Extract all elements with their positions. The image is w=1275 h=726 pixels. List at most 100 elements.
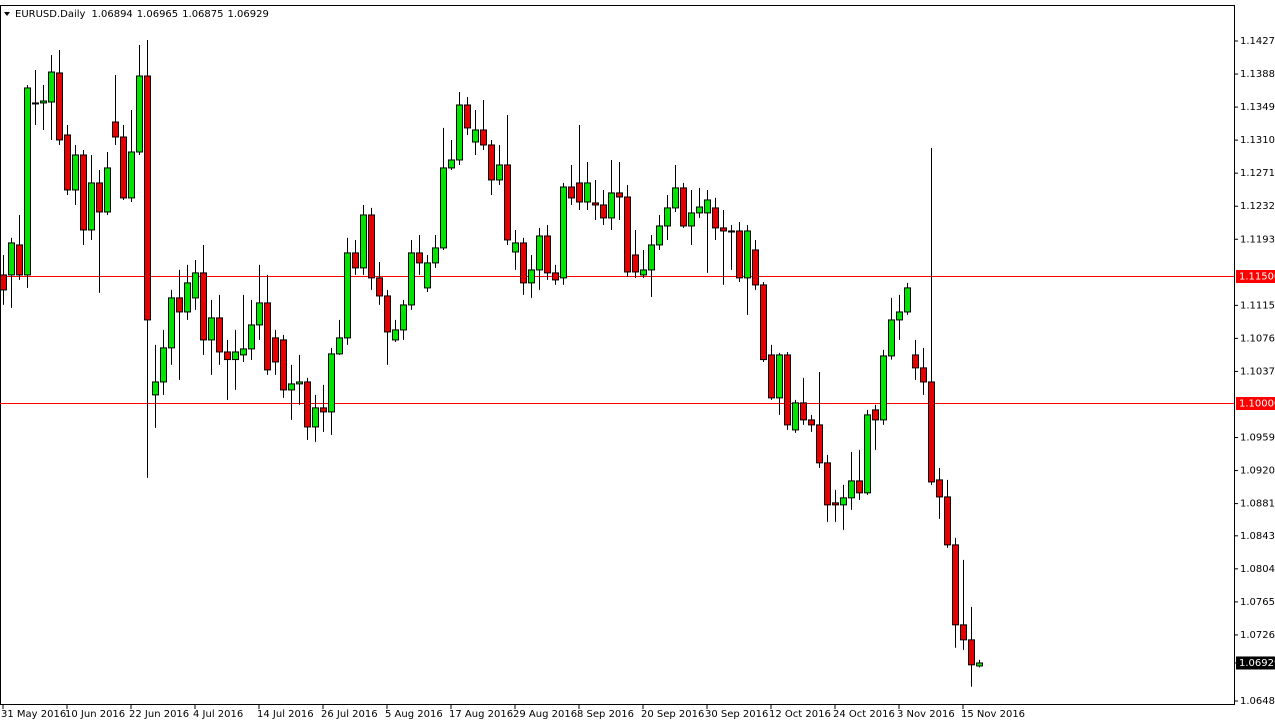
x-tick-label: 29 Aug 2016 <box>513 709 577 720</box>
x-tick-label: 31 May 2016 <box>1 709 66 720</box>
y-tick-label: 1.07650 <box>1240 597 1275 608</box>
candle-body <box>360 214 367 269</box>
candle-body <box>688 212 695 227</box>
menu-arrow <box>4 12 10 16</box>
candle-body <box>512 242 519 253</box>
candle-body <box>504 164 511 241</box>
y-tick-label: 1.12320 <box>1240 201 1275 212</box>
candle-body <box>816 424 823 464</box>
candle-body <box>384 295 391 333</box>
candle-body <box>72 154 79 191</box>
candle-body <box>528 269 535 284</box>
candle-body <box>328 353 335 413</box>
y-tick-label: 1.06480 <box>1240 696 1275 707</box>
candle-body <box>152 381 159 396</box>
candle-body <box>576 182 583 203</box>
y-tick-label: 1.10760 <box>1240 333 1275 344</box>
x-tick-label: 12 Oct 2016 <box>769 709 831 720</box>
ohlc-low: 1.06875 <box>182 9 223 20</box>
candle-body <box>16 244 23 276</box>
candle-body <box>840 497 847 506</box>
candle-body <box>104 167 111 213</box>
candle-body <box>728 230 735 233</box>
candle-body <box>696 206 703 214</box>
candle-body <box>392 329 399 341</box>
x-tick-label: 5 Aug 2016 <box>385 709 443 720</box>
candle-body <box>280 339 287 391</box>
candle-body <box>208 317 215 341</box>
x-tick-label: 30 Sep 2016 <box>705 709 768 720</box>
y-tick-label: 1.14270 <box>1240 36 1275 47</box>
price-label-box <box>1236 397 1275 410</box>
candle-body <box>240 348 247 356</box>
candle-body <box>200 272 207 341</box>
candle-body <box>112 121 119 138</box>
candle-body <box>48 71 55 103</box>
candle-body <box>776 354 783 399</box>
candle-body <box>608 192 615 219</box>
plot-frame <box>0 5 1235 705</box>
x-tick-label: 15 Nov 2016 <box>961 709 1025 720</box>
candle-body <box>592 202 599 206</box>
candle-body <box>288 383 295 391</box>
candle-body <box>888 319 895 357</box>
candle-body <box>248 324 255 350</box>
candle-body <box>168 297 175 349</box>
candle-body <box>88 182 95 231</box>
candle-body <box>960 624 967 641</box>
candle-body <box>192 272 199 299</box>
chart-header: EURUSD.Daily 1.06894 1.06965 1.06875 1.06929 <box>15 9 269 20</box>
candle-body <box>400 304 407 331</box>
candle-body <box>336 337 343 355</box>
ohlc-close: 1.06929 <box>228 9 269 20</box>
candle-body <box>424 262 431 289</box>
candle-body <box>968 639 975 666</box>
candle-body <box>904 287 911 313</box>
candle-body <box>784 354 791 426</box>
candle-body <box>648 244 655 271</box>
candle-body <box>552 272 559 281</box>
y-tick-label: 1.11930 <box>1240 234 1275 245</box>
price-label: 1.10000 <box>1239 399 1275 410</box>
candle-body <box>792 402 799 431</box>
y-tick-label: 1.12710 <box>1240 168 1275 179</box>
candle-body <box>40 100 47 104</box>
candle-body <box>720 227 727 232</box>
candle-body <box>8 242 15 276</box>
candle-body <box>936 479 943 498</box>
candle-body <box>80 154 87 231</box>
candle-body <box>664 207 671 227</box>
candle-body <box>176 297 183 313</box>
last-price-label: 1.06929 <box>1239 658 1275 669</box>
candle-body <box>480 129 487 146</box>
candle-body <box>832 502 839 506</box>
ohlc-open: 1.06894 <box>91 9 132 20</box>
candle-body <box>160 347 167 383</box>
candle-body <box>680 187 687 227</box>
candle-body <box>472 129 479 143</box>
x-tick-label: 4 Jul 2016 <box>193 709 243 720</box>
candle-body <box>616 192 623 198</box>
y-tick-label: 1.09200 <box>1240 466 1275 477</box>
y-tick-label: 1.13490 <box>1240 102 1275 113</box>
candle-body <box>744 230 751 279</box>
candle-body <box>536 235 543 271</box>
candle-body <box>304 381 311 428</box>
candle-body <box>224 351 231 361</box>
y-tick-label: 1.07260 <box>1240 630 1275 641</box>
candle-body <box>824 462 831 506</box>
candle-body <box>864 414 871 494</box>
candle-body <box>752 249 759 286</box>
y-tick-label: 1.11150 <box>1240 300 1275 311</box>
candle-body <box>928 381 935 483</box>
candle-body <box>376 277 383 297</box>
candle-body <box>312 407 319 428</box>
candle-body <box>256 302 263 326</box>
candle-body <box>920 367 927 383</box>
candle-body <box>232 351 239 361</box>
candle-body <box>184 282 191 313</box>
candle-body <box>344 252 351 339</box>
candle-body <box>272 337 279 363</box>
y-tick-label: 1.10370 <box>1240 366 1275 377</box>
